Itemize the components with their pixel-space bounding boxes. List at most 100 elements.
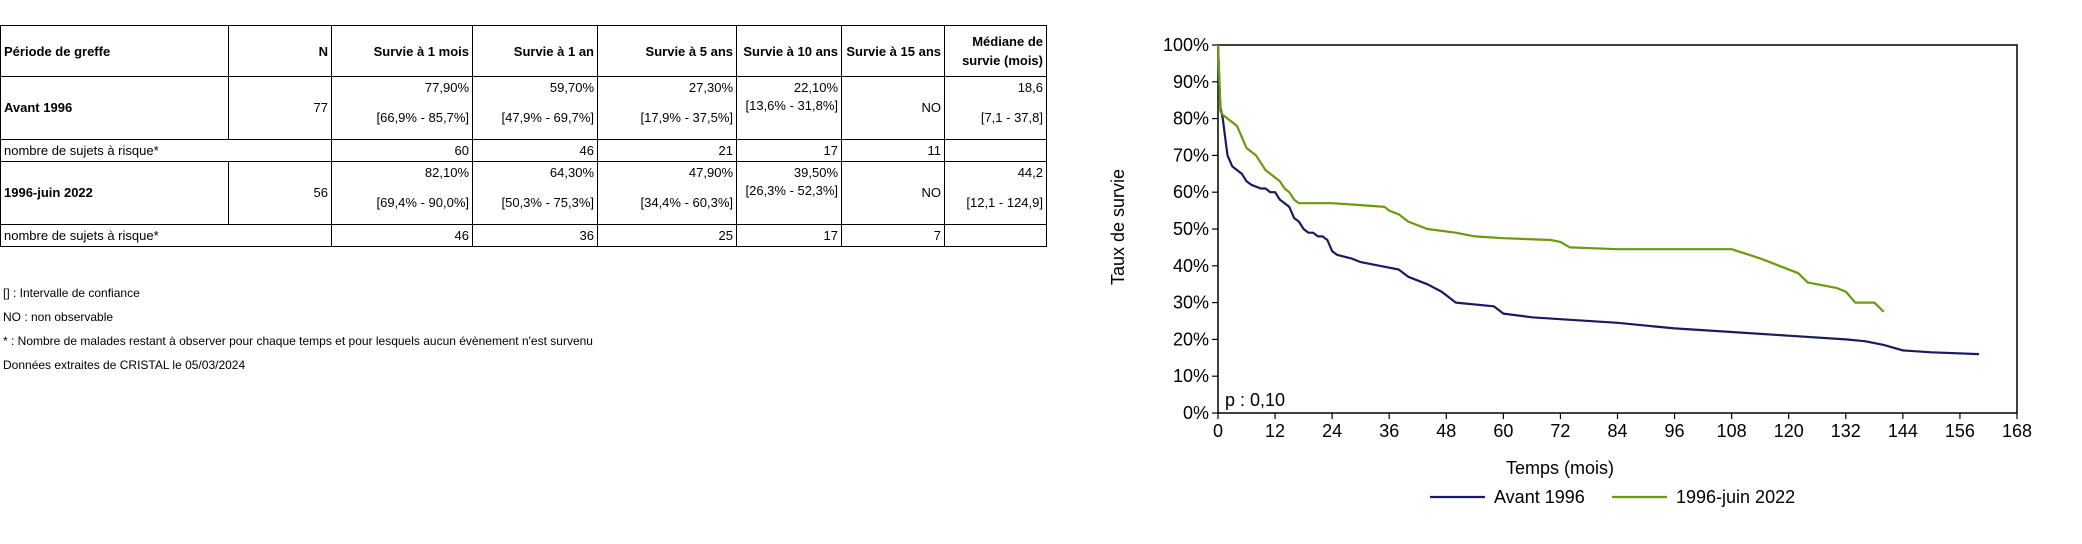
footnote-source: Données extraites de CRISTAL le 05/03/20… [3, 358, 246, 372]
survival-cell: 47,90% [34,4% - 60,3%] [597, 161, 737, 225]
footnote-no: NO : non observable [3, 310, 114, 324]
survival-value: 64,30% [549, 165, 594, 180]
chart-axes: 0% 10% 20% 30% 40% 50% 60% 70% 80% 90% 100% 0 12 24 36… [1163, 35, 2032, 441]
confidence-interval: [66,9% - 85,7%] [376, 110, 470, 125]
x-axis-label: Temps (mois) [1506, 458, 1614, 478]
y-tick-label: 80% [1173, 109, 1209, 129]
confidence-interval: [50,3% - 75,3%] [501, 195, 595, 210]
group-label: 1996-juin 2022 [0, 161, 229, 225]
x-tick-label: 108 [1717, 421, 1747, 441]
x-tick-label: 168 [2002, 421, 2032, 441]
y-axis-label: Taux de survie [1108, 169, 1128, 285]
risk-count: 17 [736, 224, 842, 247]
risk-count: 25 [597, 224, 737, 247]
median-value: 44,2 [1017, 165, 1043, 180]
y-tick-label: 10% [1173, 366, 1209, 386]
survival-cell: 39,50% [26,3% - 52,3%] [736, 161, 842, 225]
survival-cell: 27,30% [17,9% - 37,5%] [597, 76, 737, 140]
plot-frame [1217, 44, 2018, 414]
header-mediane: Médiane de survie (mois) [944, 25, 1047, 77]
header-1-an: Survie à 1 an [472, 25, 598, 77]
confidence-interval: [17,9% - 37,5%] [640, 110, 734, 125]
risk-label: nombre de sujets à risque* [0, 139, 332, 162]
survival-value: 59,70% [549, 80, 594, 95]
risk-count: 36 [472, 224, 598, 247]
x-tick-label: 144 [1888, 421, 1918, 441]
confidence-interval: [69,4% - 90,0%] [376, 195, 470, 210]
survival-cell: 59,70% [47,9% - 69,7%] [472, 76, 598, 140]
risk-count [944, 139, 1047, 162]
y-tick-label: 90% [1173, 72, 1209, 92]
risk-count: 17 [736, 139, 842, 162]
header-n: N [228, 25, 332, 77]
median-value: 18,6 [1017, 80, 1043, 95]
x-tick-label: 12 [1265, 421, 1285, 441]
risk-count: 60 [331, 139, 473, 162]
median-cell: 18,6 [7,1 - 37,8] [944, 76, 1047, 140]
x-tick-label: 120 [1774, 421, 1804, 441]
y-tick-label: 0% [1183, 403, 1209, 423]
x-tick-label: 72 [1550, 421, 1570, 441]
confidence-interval: [47,9% - 69,7%] [501, 110, 595, 125]
risk-count: 7 [841, 224, 945, 247]
series-line-2 [1216, 44, 1885, 313]
table-header-row: Période de greffe N Survie à 1 mois Surv… [0, 25, 1047, 77]
confidence-interval: [26,3% - 52,3%] [745, 183, 839, 198]
y-tick-label: 70% [1173, 145, 1209, 165]
risk-count [944, 224, 1047, 247]
survival-value: 27,30% [688, 80, 733, 95]
chart-series [1216, 44, 1980, 356]
header-15-ans: Survie à 15 ans [841, 25, 945, 77]
x-tick-label: 24 [1322, 421, 1342, 441]
confidence-interval: [13,6% - 31,8%] [745, 98, 839, 113]
header-periode: Période de greffe [0, 25, 229, 77]
y-tick-label: 100% [1163, 35, 1209, 55]
group-label: Avant 1996 [0, 76, 229, 140]
x-tick-label: 60 [1493, 421, 1513, 441]
table-row: nombre de sujets à risque* 60 46 21 17 1… [0, 139, 1047, 162]
survival-cell: 64,30% [50,3% - 75,3%] [472, 161, 598, 225]
x-tick-label: 0 [1213, 421, 1223, 441]
risk-label: nombre de sujets à risque* [0, 224, 332, 247]
x-tick-label: 156 [1945, 421, 1975, 441]
table-row: 1996-juin 2022 56 82,10% [69,4% - 90,0%] … [0, 161, 1047, 225]
series-line-1 [1216, 44, 1980, 356]
footnote-ci: [] : Intervalle de confiance [3, 286, 140, 300]
survival-cell: 77,90% [66,9% - 85,7%] [331, 76, 473, 140]
y-tick-label: 40% [1173, 256, 1209, 276]
header-5-ans: Survie à 5 ans [597, 25, 737, 77]
confidence-interval: [12,1 - 124,9] [966, 195, 1043, 210]
x-tick-label: 48 [1436, 421, 1456, 441]
risk-count: 11 [841, 139, 945, 162]
confidence-interval: [34,4% - 60,3%] [640, 195, 734, 210]
survival-table: Période de greffe N Survie à 1 mois Surv… [0, 25, 1047, 247]
survival-value: 39,50% [793, 165, 838, 180]
survival-value: 22,10% [793, 80, 838, 95]
group-n: 77 [228, 76, 332, 140]
header-10-ans: Survie à 10 ans [736, 25, 842, 77]
survival-cell: 82,10% [69,4% - 90,0%] [331, 161, 473, 225]
survival-cell: 22,10% [13,6% - 31,8%] [736, 76, 842, 140]
confidence-interval: [7,1 - 37,8] [980, 110, 1043, 125]
survival-cell: NO [841, 76, 945, 140]
risk-count: 21 [597, 139, 737, 162]
table-row: nombre de sujets à risque* 46 36 25 17 7 [0, 224, 1047, 247]
survival-value: 82,10% [424, 165, 469, 180]
y-tick-label: 20% [1173, 329, 1209, 349]
survival-cell: NO [841, 161, 945, 225]
risk-count: 46 [331, 224, 473, 247]
risk-count: 46 [472, 139, 598, 162]
p-value-annotation: p : 0,10 [1225, 390, 1285, 410]
median-cell: 44,2 [12,1 - 124,9] [944, 161, 1047, 225]
x-tick-label: 36 [1379, 421, 1399, 441]
footnotes: [] : Intervalle de confiance NO : non ob… [3, 281, 593, 377]
survival-table-container: Période de greffe N Survie à 1 mois Surv… [0, 25, 1047, 247]
header-1-mois: Survie à 1 mois [331, 25, 473, 77]
table-row: Avant 1996 77 77,90% [66,9% - 85,7%] 59,7… [0, 76, 1047, 140]
chart-legend: Avant 1996 1996-juin 2022 [1430, 487, 1795, 507]
x-tick-label: 132 [1831, 421, 1861, 441]
y-tick-label: 50% [1173, 219, 1209, 239]
x-tick-label: 84 [1607, 421, 1627, 441]
survival-chart: 0% 10% 20% 30% 40% 50% 60% 70% 80% 90% 100% 0 12 24 36… [1108, 35, 2032, 507]
legend-label-1: Avant 1996 [1494, 487, 1585, 507]
